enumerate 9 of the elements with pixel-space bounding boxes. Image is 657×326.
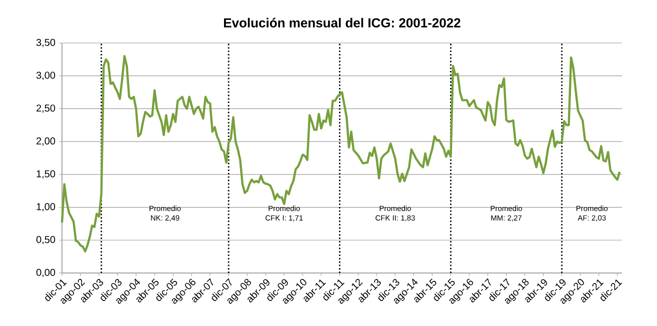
y-tick-label: 2,50 — [36, 104, 56, 113]
y-tick-label: 3,50 — [36, 38, 56, 48]
y-tick-label: 2,00 — [36, 137, 56, 146]
chart-title: Evolución mensual del ICG: 2001-2022 — [224, 18, 460, 28]
y-tick-label: 0,50 — [36, 236, 56, 244]
y-tick-label: 0,00 — [36, 268, 56, 278]
y-tick-label: 1,00 — [36, 203, 56, 212]
y-tick-label: 1,50 — [36, 170, 56, 179]
y-tick-label: 3,00 — [36, 72, 56, 80]
